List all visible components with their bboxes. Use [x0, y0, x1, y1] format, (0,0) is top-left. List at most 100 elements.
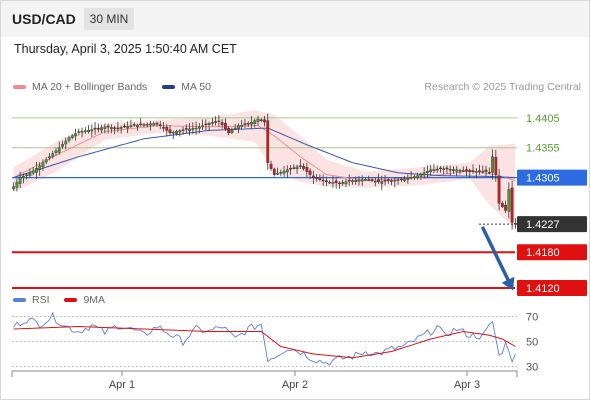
legend-label-ma50: MA 50: [181, 81, 211, 93]
legend-item-rsi: RSI: [13, 294, 52, 306]
level-label-box: [517, 244, 587, 261]
candle-body: [22, 175, 25, 179]
candle-body: [452, 169, 455, 171]
candle-body: [341, 182, 345, 184]
level-label-5: 1.4120: [517, 280, 587, 297]
candle-body: [422, 172, 426, 176]
x-tick-label-0: Apr 1: [109, 379, 135, 391]
candle: [67, 135, 71, 143]
candle-body: [302, 165, 305, 169]
candle-body: [132, 124, 136, 126]
x-axis: Apr 1 Apr 2 Apr 3: [11, 370, 518, 391]
candle: [204, 119, 208, 131]
candle-body: [315, 176, 319, 179]
candle: [419, 172, 423, 180]
timeframe-badge[interactable]: 30 MIN: [84, 8, 134, 30]
candle-body: [373, 180, 377, 183]
candle: [149, 121, 152, 131]
candle-body: [295, 166, 299, 169]
candle-body: [64, 140, 68, 145]
candle-body: [439, 167, 442, 170]
candle: [364, 177, 367, 181]
candle: [246, 121, 250, 127]
legend-item-ma50: MA 50: [162, 81, 211, 93]
candle: [285, 165, 289, 178]
candle-body: [442, 168, 446, 170]
candle: [494, 149, 498, 182]
candle: [80, 127, 84, 138]
candle: [452, 166, 455, 174]
candle: [126, 121, 130, 134]
candle-body: [484, 169, 488, 172]
level-label-text: 1.4405: [526, 113, 560, 125]
candle: [103, 123, 107, 134]
candle-body: [432, 169, 436, 171]
candle: [256, 115, 260, 126]
candle-body: [386, 179, 390, 182]
candle-body: [220, 122, 224, 126]
level-label-text: 1.4120: [526, 283, 560, 295]
candle: [298, 159, 302, 170]
legend-swatch-9ma: [64, 298, 78, 303]
candle: [123, 123, 126, 129]
candle-body: [383, 180, 387, 182]
candle: [51, 150, 55, 159]
candle: [292, 164, 296, 170]
candlesticks: [12, 113, 517, 230]
candle-body: [142, 124, 146, 126]
level-label-0: 1.4405: [526, 113, 560, 125]
candle: [461, 166, 465, 173]
candle-body: [12, 186, 16, 190]
symbol-title: USD/CAD: [12, 11, 76, 27]
chart-header: USD/CAD 30 MIN: [1, 1, 589, 37]
candle: [396, 177, 400, 185]
candle: [70, 133, 74, 140]
candle: [367, 175, 371, 182]
candle: [184, 124, 188, 133]
candle-body: [188, 128, 191, 131]
candle: [250, 116, 253, 129]
candle-body: [44, 159, 48, 163]
legend-label-ma20: MA 20 + Bollinger Bands: [32, 81, 148, 93]
candle: [83, 127, 87, 134]
candle-body: [419, 174, 423, 177]
candle-body: [399, 178, 403, 181]
candle: [41, 159, 45, 171]
candle: [416, 172, 420, 180]
candle-body: [38, 165, 42, 170]
chart-credit: Research © 2025 Trading Central: [424, 81, 581, 93]
candle-body: [474, 171, 478, 173]
candle: [227, 126, 231, 136]
candle-body: [227, 127, 231, 134]
candle-body: [448, 169, 452, 171]
candle-body: [370, 179, 374, 181]
candle: [233, 124, 237, 131]
candle: [168, 125, 172, 136]
candle-body: [240, 124, 244, 127]
candle-body: [109, 127, 113, 130]
candle: [276, 167, 279, 176]
candle-body: [204, 123, 208, 126]
candle-body: [416, 175, 420, 179]
level-label-box: [517, 280, 587, 297]
candle: [38, 162, 42, 176]
candle-body: [331, 182, 335, 184]
candle-body: [338, 182, 341, 185]
candle: [178, 129, 182, 137]
candle: [354, 176, 358, 185]
candle: [341, 179, 345, 187]
candle-body: [233, 127, 237, 130]
candle: [220, 119, 224, 129]
candle: [370, 177, 374, 183]
candle: [269, 160, 273, 172]
candle-body: [100, 127, 103, 131]
candle: [18, 171, 22, 188]
candle-body: [481, 170, 485, 173]
candle-body: [494, 156, 498, 175]
candle-body: [507, 189, 511, 212]
candle: [403, 175, 406, 183]
candle-body: [289, 168, 292, 170]
price-levels: [12, 117, 517, 290]
candle: [106, 123, 110, 134]
